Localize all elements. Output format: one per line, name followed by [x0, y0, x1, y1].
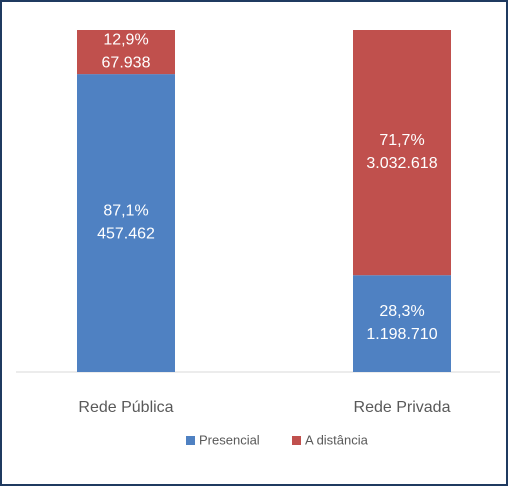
bar-segment	[353, 30, 451, 276]
bar-segment	[77, 74, 175, 373]
x-tick-label: Rede Privada	[354, 399, 451, 416]
count-label: 1.198.710	[366, 326, 437, 343]
count-label: 457.462	[97, 225, 155, 242]
value-label: 28,3%	[379, 303, 424, 320]
count-label: 3.032.618	[366, 155, 437, 172]
value-label: 12,9%	[103, 31, 148, 48]
bar-segment	[77, 30, 175, 75]
value-label: 71,7%	[379, 132, 424, 149]
value-label: 87,1%	[103, 202, 148, 219]
legend-label: Presencial	[199, 432, 260, 447]
x-tick-label: Rede Pública	[78, 399, 173, 416]
legend-label: A distância	[305, 432, 369, 447]
bar-segment	[353, 275, 451, 372]
count-label: 67.938	[102, 54, 151, 71]
legend-swatch	[186, 436, 195, 445]
legend-swatch	[292, 436, 301, 445]
